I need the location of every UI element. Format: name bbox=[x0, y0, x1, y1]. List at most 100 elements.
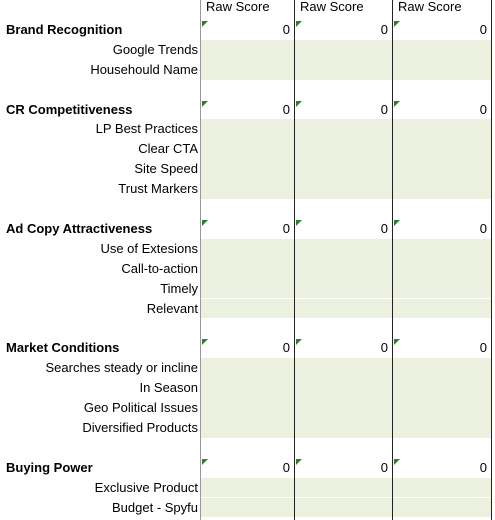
cell-fill bbox=[294, 278, 392, 299]
cell-fill bbox=[294, 59, 392, 80]
cell-fill bbox=[200, 179, 294, 199]
section-title: Market Conditions bbox=[6, 340, 120, 356]
score: 0 bbox=[479, 459, 487, 475]
cell-fill bbox=[200, 39, 294, 60]
comment-marker bbox=[296, 100, 302, 107]
item-label: Diversified Products bbox=[82, 419, 198, 435]
cell-fill bbox=[200, 59, 294, 80]
cell-fill bbox=[392, 278, 491, 299]
cell-fill bbox=[392, 358, 491, 379]
comment-marker bbox=[394, 20, 400, 27]
score: 0 bbox=[282, 340, 290, 356]
cell-fill bbox=[392, 39, 491, 60]
cell-fill bbox=[200, 258, 294, 279]
cell-fill bbox=[294, 159, 392, 180]
column-header: Raw Score bbox=[206, 0, 270, 14]
section-title: Brand Recognition bbox=[6, 21, 123, 37]
cell-fill bbox=[392, 159, 491, 180]
comment-marker bbox=[202, 20, 208, 27]
cell-fill bbox=[392, 398, 491, 418]
cell-fill bbox=[200, 139, 294, 160]
score: 0 bbox=[479, 101, 487, 117]
cell-fill bbox=[294, 119, 392, 140]
column-header: Raw Score bbox=[300, 0, 364, 14]
score: 0 bbox=[380, 21, 388, 37]
item-label: Searches steady or incline bbox=[45, 360, 198, 376]
score: 0 bbox=[282, 220, 290, 236]
score: 0 bbox=[282, 21, 290, 37]
column-border bbox=[200, 0, 201, 520]
cell-fill bbox=[392, 497, 491, 518]
comment-marker bbox=[202, 458, 208, 465]
cell-fill bbox=[294, 238, 392, 259]
cell-fill bbox=[392, 238, 491, 259]
item-label: LP Best Practices bbox=[95, 121, 198, 137]
cell-fill bbox=[294, 39, 392, 60]
cell-fill bbox=[200, 398, 294, 418]
column-header: Raw Score bbox=[398, 0, 462, 14]
cell-fill bbox=[392, 378, 491, 398]
item-label: Clear CTA bbox=[138, 141, 198, 157]
cell-fill bbox=[294, 378, 392, 398]
cell-fill bbox=[200, 298, 294, 319]
comment-marker bbox=[296, 20, 302, 27]
cell-fill bbox=[294, 417, 392, 438]
comment-marker bbox=[202, 219, 208, 226]
score: 0 bbox=[380, 459, 388, 475]
cell-fill bbox=[294, 258, 392, 279]
cell-fill bbox=[200, 238, 294, 259]
item-label: Househould Name bbox=[90, 61, 198, 77]
item-label: Geo Political Issues bbox=[83, 400, 198, 415]
score: 0 bbox=[479, 220, 487, 236]
comment-marker bbox=[296, 219, 302, 226]
item-label: Relevant bbox=[146, 300, 198, 316]
item-label: In Season bbox=[139, 380, 198, 396]
score: 0 bbox=[479, 340, 487, 356]
comment-marker bbox=[394, 339, 400, 346]
cell-fill bbox=[200, 497, 294, 518]
item-label: Timely bbox=[160, 280, 198, 296]
comment-marker bbox=[394, 219, 400, 226]
cell-fill bbox=[294, 358, 392, 379]
comment-marker bbox=[296, 458, 302, 465]
cell-fill bbox=[294, 298, 392, 319]
cell-fill bbox=[200, 378, 294, 398]
cell-fill bbox=[392, 258, 491, 279]
cell-fill bbox=[200, 159, 294, 180]
cell-fill bbox=[294, 139, 392, 160]
column-border bbox=[294, 0, 295, 520]
cell-fill bbox=[200, 477, 294, 498]
section-title: Buying Power bbox=[6, 459, 93, 475]
score: 0 bbox=[380, 220, 388, 236]
cell-fill bbox=[200, 358, 294, 379]
score: 0 bbox=[282, 459, 290, 475]
item-label: Call-to-action bbox=[121, 260, 198, 276]
comment-marker bbox=[394, 458, 400, 465]
cell-fill bbox=[294, 398, 392, 418]
column-border bbox=[392, 0, 393, 520]
comment-marker bbox=[202, 100, 208, 107]
comment-marker bbox=[394, 100, 400, 107]
cell-fill bbox=[200, 278, 294, 299]
item-label: Site Speed bbox=[134, 161, 198, 177]
comment-marker bbox=[296, 339, 302, 346]
cell-fill bbox=[392, 477, 491, 498]
cell-fill bbox=[200, 417, 294, 438]
cell-fill bbox=[294, 179, 392, 199]
item-label: Google Trends bbox=[112, 41, 198, 57]
cell-fill bbox=[392, 139, 491, 160]
cell-fill bbox=[392, 59, 491, 80]
cell-fill bbox=[294, 497, 392, 518]
score: 0 bbox=[479, 21, 487, 37]
score: 0 bbox=[282, 101, 290, 117]
item-label: Trust Markers bbox=[118, 181, 198, 197]
cell-fill bbox=[392, 417, 491, 438]
score: 0 bbox=[380, 101, 388, 117]
item-label: Exclusive Product bbox=[94, 479, 198, 495]
cell-fill bbox=[294, 477, 392, 498]
section-title: Ad Copy Attractiveness bbox=[6, 220, 153, 236]
comment-marker bbox=[202, 339, 208, 346]
cell-fill bbox=[392, 298, 491, 319]
column-border bbox=[491, 0, 492, 520]
